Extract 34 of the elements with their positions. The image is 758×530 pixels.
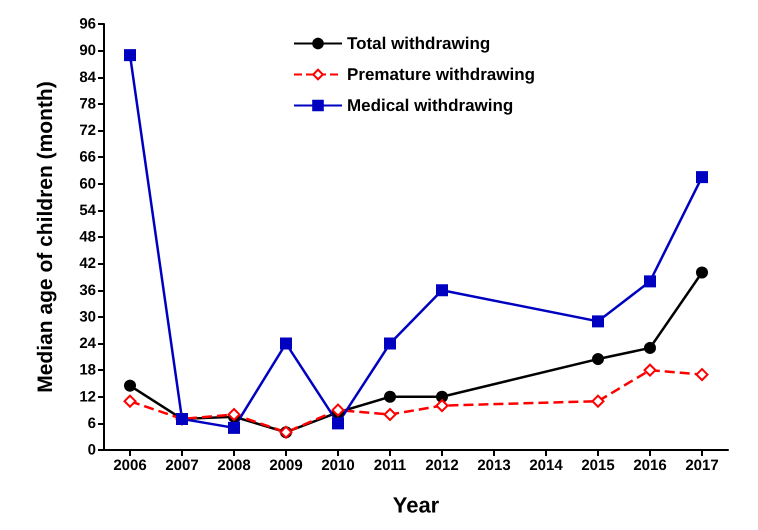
y-tick-label: 54 [79,202,97,219]
y-tick-label: 66 [79,148,96,166]
x-axis-title: Year [392,492,440,518]
y-tick-label: 18 [79,362,96,379]
x-tick-label: 2016 [633,457,667,474]
y-tick-label: 60 [79,175,96,192]
y-tick-label: 84 [79,68,97,86]
x-tick-label: 2012 [425,457,459,474]
x-tick-label: 2017 [685,457,719,474]
x-tick-label: 2006 [113,457,147,474]
y-tick-label: 90 [79,42,96,60]
y-tick-label: 78 [79,95,96,112]
y-tick-label: 36 [79,282,96,299]
y-tick-label: 6 [88,414,96,432]
legend-label: Total withdrawing [347,34,490,53]
legend-label: Premature withdrawing [347,65,535,84]
y-tick-label: 96 [79,16,96,32]
x-tick-label: 2013 [477,457,511,474]
y-tick-label: 42 [79,255,96,272]
x-tick-label: 2008 [217,457,251,474]
x-tick-label: 2015 [581,457,615,474]
x-tick-label: 2011 [374,457,406,474]
x-tick-label: 2010 [321,457,355,474]
x-tick-label: 2007 [165,457,199,474]
y-tick-label: 48 [79,228,96,246]
x-tick-label: 2014 [529,457,564,474]
y-tick-label: 30 [79,308,96,326]
y-tick-label: 24 [79,335,97,352]
legend-label: Medical withdrawing [347,96,514,115]
y-tick-label: 12 [79,388,96,406]
y-axis-title: Median age of children (month) [34,81,57,393]
y-tick-label: 0 [88,442,96,458]
x-tick-label: 2009 [269,457,303,474]
y-tick-label: 72 [79,122,96,139]
